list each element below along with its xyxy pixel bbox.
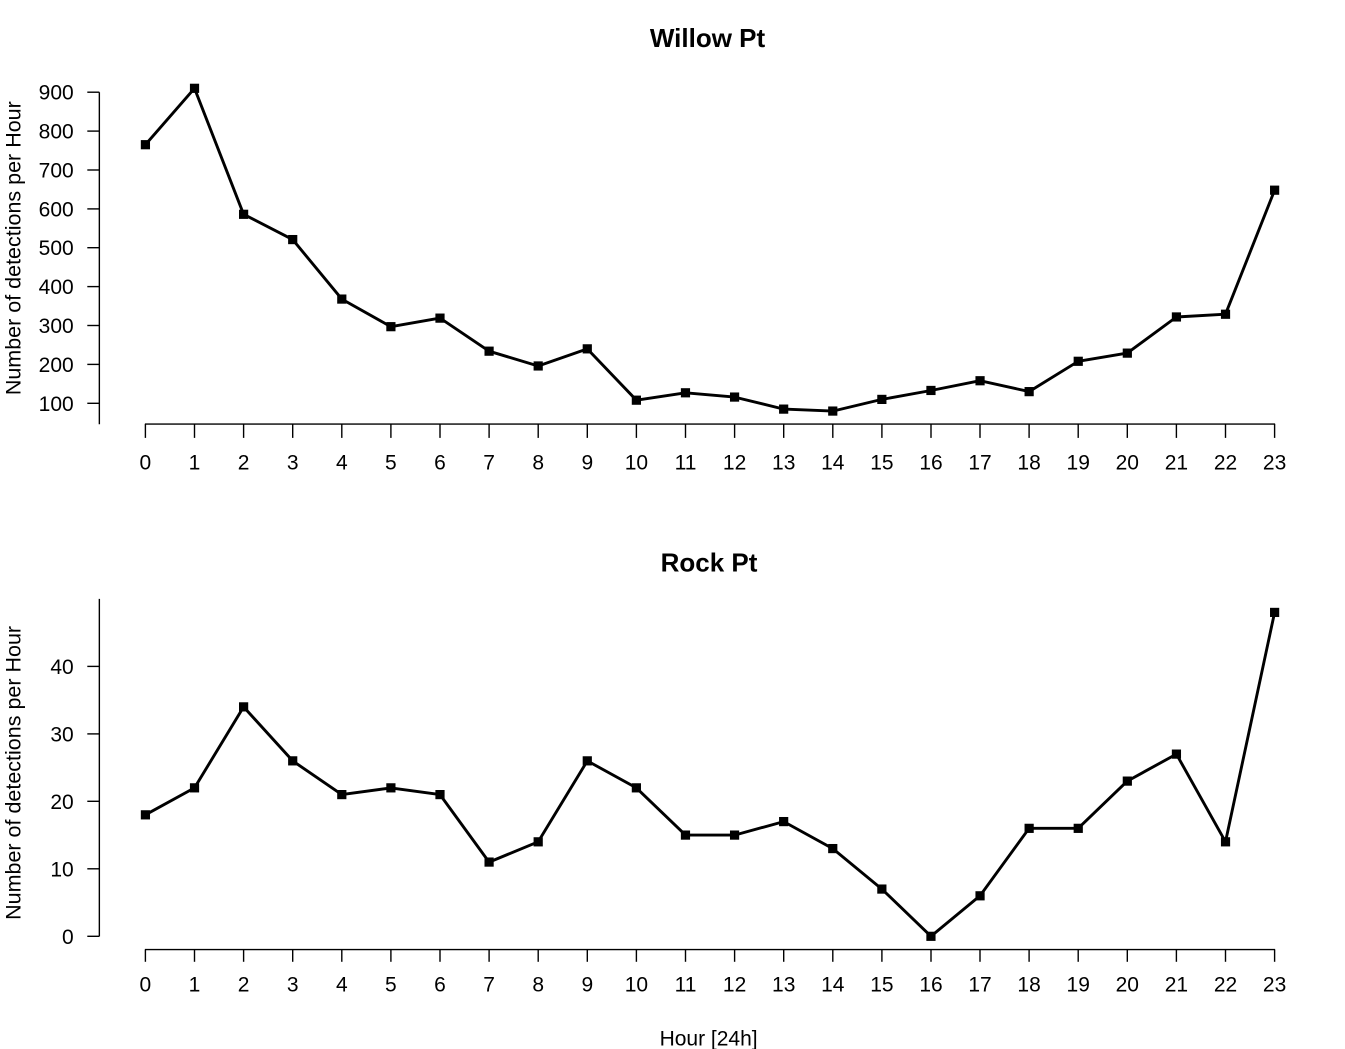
svg-text:1: 1 bbox=[189, 974, 201, 997]
svg-text:8: 8 bbox=[532, 974, 544, 997]
svg-text:17: 17 bbox=[968, 451, 991, 474]
svg-text:30: 30 bbox=[50, 723, 73, 746]
svg-text:40: 40 bbox=[50, 656, 73, 679]
svg-text:14: 14 bbox=[821, 974, 845, 997]
svg-text:6: 6 bbox=[434, 451, 446, 474]
svg-text:18: 18 bbox=[1017, 451, 1040, 474]
svg-text:14: 14 bbox=[821, 451, 845, 474]
svg-text:15: 15 bbox=[870, 451, 893, 474]
svg-text:5: 5 bbox=[385, 974, 397, 997]
svg-text:400: 400 bbox=[39, 276, 74, 299]
svg-text:23: 23 bbox=[1263, 974, 1286, 997]
svg-text:Number of detections per Hour: Number of detections per Hour bbox=[1, 101, 25, 395]
svg-text:4: 4 bbox=[336, 451, 348, 474]
svg-text:22: 22 bbox=[1214, 451, 1237, 474]
svg-text:10: 10 bbox=[50, 858, 73, 881]
svg-text:700: 700 bbox=[39, 160, 74, 183]
svg-text:17: 17 bbox=[968, 974, 991, 997]
svg-text:1: 1 bbox=[189, 451, 201, 474]
svg-text:16: 16 bbox=[919, 451, 942, 474]
svg-text:600: 600 bbox=[39, 198, 74, 221]
svg-text:500: 500 bbox=[39, 237, 74, 260]
svg-text:Number of detections per Hour: Number of detections per Hour bbox=[1, 626, 25, 920]
svg-text:6: 6 bbox=[434, 974, 446, 997]
svg-text:2: 2 bbox=[238, 451, 250, 474]
svg-text:9: 9 bbox=[581, 451, 593, 474]
svg-text:2: 2 bbox=[238, 974, 250, 997]
svg-text:3: 3 bbox=[287, 451, 299, 474]
svg-text:21: 21 bbox=[1165, 451, 1188, 474]
svg-text:13: 13 bbox=[772, 974, 795, 997]
svg-text:0: 0 bbox=[62, 926, 74, 949]
svg-text:22: 22 bbox=[1214, 974, 1237, 997]
svg-text:21: 21 bbox=[1165, 974, 1188, 997]
svg-text:Rock Pt: Rock Pt bbox=[661, 548, 758, 578]
svg-text:20: 20 bbox=[1116, 451, 1139, 474]
svg-text:11: 11 bbox=[675, 974, 697, 997]
svg-text:20: 20 bbox=[50, 791, 73, 814]
svg-text:13: 13 bbox=[772, 451, 795, 474]
svg-text:800: 800 bbox=[39, 121, 74, 144]
svg-text:300: 300 bbox=[39, 315, 74, 338]
svg-text:19: 19 bbox=[1067, 451, 1090, 474]
svg-text:11: 11 bbox=[675, 451, 697, 474]
svg-text:8: 8 bbox=[532, 451, 544, 474]
svg-text:0: 0 bbox=[140, 974, 152, 997]
svg-text:12: 12 bbox=[723, 451, 746, 474]
svg-text:0: 0 bbox=[140, 451, 152, 474]
svg-text:19: 19 bbox=[1067, 974, 1090, 997]
svg-text:7: 7 bbox=[483, 974, 495, 997]
svg-text:18: 18 bbox=[1017, 974, 1040, 997]
svg-text:16: 16 bbox=[919, 974, 942, 997]
svg-text:10: 10 bbox=[625, 451, 648, 474]
svg-text:Willow Pt: Willow Pt bbox=[650, 23, 766, 53]
svg-text:5: 5 bbox=[385, 451, 397, 474]
svg-text:12: 12 bbox=[723, 974, 746, 997]
svg-text:23: 23 bbox=[1263, 451, 1286, 474]
svg-text:15: 15 bbox=[870, 974, 893, 997]
svg-text:10: 10 bbox=[625, 974, 648, 997]
svg-text:900: 900 bbox=[39, 82, 74, 105]
svg-text:9: 9 bbox=[581, 974, 593, 997]
svg-text:100: 100 bbox=[39, 393, 74, 416]
svg-text:4: 4 bbox=[336, 974, 348, 997]
svg-text:20: 20 bbox=[1116, 974, 1139, 997]
svg-text:200: 200 bbox=[39, 354, 74, 377]
svg-text:Hour [24h]: Hour [24h] bbox=[660, 1028, 758, 1049]
svg-text:3: 3 bbox=[287, 974, 299, 997]
svg-text:7: 7 bbox=[483, 451, 495, 474]
